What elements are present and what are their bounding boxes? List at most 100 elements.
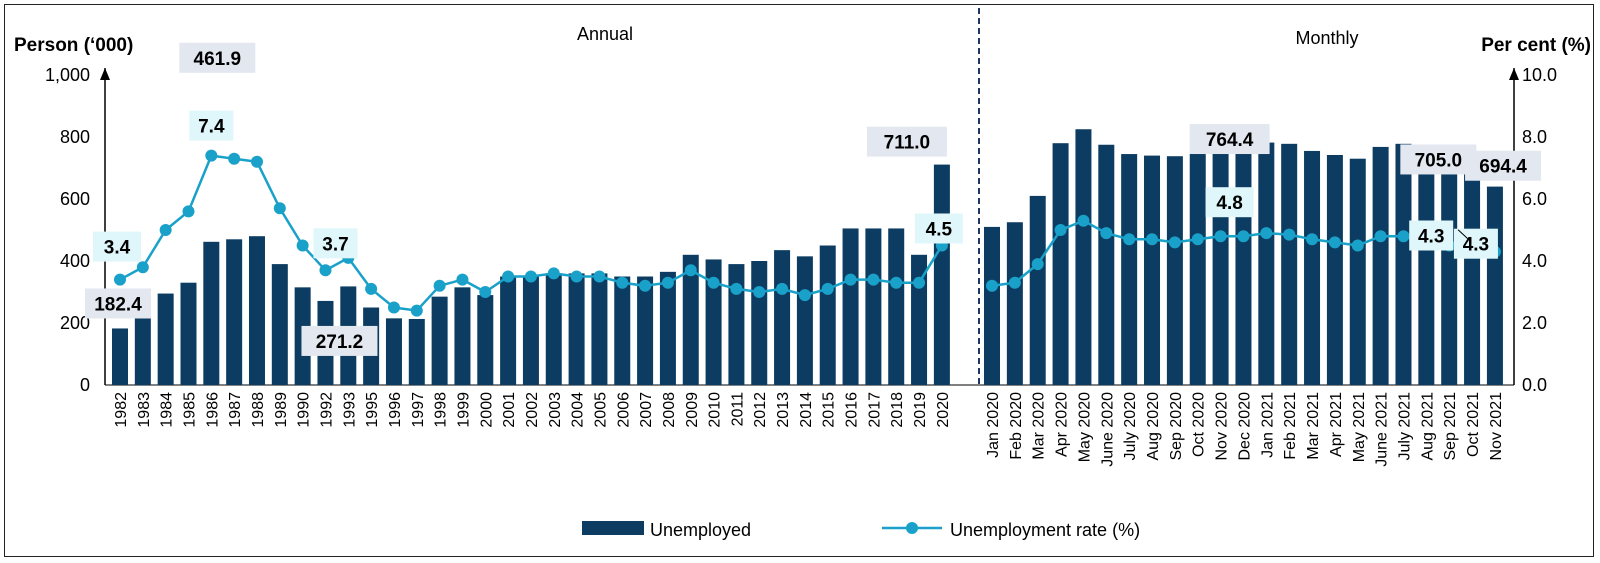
bar-annual	[933, 164, 950, 385]
rate-point-annual	[479, 286, 492, 298]
bar-annual	[522, 276, 539, 385]
rate-point-annual	[776, 282, 789, 295]
rate-point-annual	[821, 282, 834, 295]
bar-monthly	[1281, 143, 1298, 385]
bar-monthly	[1395, 143, 1412, 385]
bar-annual	[112, 328, 128, 385]
rate-point-monthly	[1031, 258, 1044, 271]
x-tick-label-monthly: Apr 2020	[1054, 392, 1071, 457]
rate-point-annual	[570, 270, 583, 283]
section-label-annual: Annual	[577, 24, 633, 44]
legend: Unemployed Unemployment rate (%)	[582, 520, 1140, 540]
rate-point-monthly	[1100, 227, 1113, 240]
rate-point-monthly	[1054, 224, 1067, 236]
rate-point-annual	[159, 224, 172, 236]
bar-monthly	[1326, 154, 1343, 385]
x-tick-label-monthly: May 2020	[1076, 392, 1093, 462]
x-tick-label-annual: 1995	[364, 392, 381, 428]
x-tick-label-annual: 2003	[547, 392, 564, 428]
bar-monthly	[1418, 166, 1435, 385]
data-label-bg	[85, 288, 151, 319]
x-tick-label-annual: 2011	[729, 392, 746, 427]
x-tick-label-monthly: Dec 2020	[1236, 392, 1253, 461]
data-label-leader	[1457, 229, 1472, 243]
bar-annual	[591, 273, 608, 385]
right-tick-label: 6.0	[1522, 189, 1547, 209]
rate-point-annual	[661, 276, 674, 289]
data-label: 3.4	[104, 238, 131, 259]
bar-annual	[911, 254, 928, 385]
bar-annual	[134, 318, 151, 385]
bar-annual	[203, 241, 220, 385]
x-tick-label-annual: 2015	[821, 392, 838, 428]
x-tick-label-monthly: Feb 2021	[1282, 392, 1299, 460]
bar-annual	[157, 293, 174, 385]
x-tick-label-monthly: Mar 2021	[1305, 392, 1322, 460]
x-tick-label-annual: 1982	[113, 392, 130, 428]
x-tick-label-annual: 1997	[410, 392, 427, 428]
bar-monthly	[1441, 168, 1458, 385]
x-tick-label-annual: 1985	[181, 392, 198, 428]
bar-monthly	[1372, 146, 1389, 385]
bar-annual	[226, 239, 243, 385]
bar-monthly	[1464, 169, 1481, 385]
bar-monthly	[1258, 142, 1275, 385]
x-tick-label-annual: 2019	[912, 392, 929, 428]
x-tick-label-annual: 1998	[433, 392, 450, 428]
rate-point-monthly	[1397, 230, 1410, 243]
bar-monthly	[984, 226, 1000, 385]
rate-point-monthly	[1146, 233, 1159, 246]
x-tick-label-annual: 2018	[889, 392, 906, 428]
x-tick-label-monthly: Sep 2021	[1442, 392, 1459, 461]
bar-annual	[637, 276, 654, 385]
rate-point-monthly	[1283, 228, 1296, 241]
rate-point-monthly	[1191, 233, 1204, 246]
x-tick-label-monthly: Jan 2021	[1259, 392, 1276, 458]
bar-annual	[819, 245, 836, 385]
x-tick-label-annual: 1996	[387, 392, 404, 428]
x-tick-label-monthly: Sep 2020	[1168, 392, 1185, 461]
x-tick-label-monthly: Oct 2021	[1465, 392, 1482, 457]
bar-monthly	[1304, 150, 1321, 385]
bar-monthly	[1075, 129, 1092, 385]
data-label: 764.4	[1206, 130, 1254, 151]
x-tick-label-annual: 2005	[592, 392, 609, 428]
x-tick-label-annual: 2016	[844, 392, 861, 428]
right-tick-label: 4.0	[1522, 251, 1547, 271]
left-tick-label: 0	[80, 375, 90, 395]
rate-point-monthly	[1168, 236, 1181, 249]
data-label: 694.4	[1479, 157, 1527, 178]
rate-point-monthly	[1077, 214, 1090, 227]
bar-annual	[454, 287, 471, 385]
rate-point-annual	[365, 282, 378, 295]
left-axis-title: Person (‘000)	[14, 35, 133, 56]
data-label: 461.9	[194, 49, 242, 70]
rate-point-monthly	[1214, 230, 1227, 243]
rate-point-annual	[753, 286, 766, 298]
data-label: 182.4	[94, 294, 142, 315]
x-tick-label-annual: 1993	[341, 392, 358, 428]
rate-point-annual	[182, 205, 195, 218]
bar-annual	[271, 264, 288, 385]
x-tick-label-annual: 2001	[501, 392, 518, 428]
data-label-bg	[93, 231, 141, 262]
x-tick-label-annual: 2012	[752, 392, 769, 428]
left-tick-label: 200	[60, 313, 90, 333]
data-label-bg	[1400, 144, 1477, 175]
rate-point-monthly	[1237, 230, 1250, 243]
x-tick-label-annual: 2007	[638, 392, 655, 428]
rate-point-annual	[410, 304, 423, 317]
data-label-bg	[1453, 228, 1498, 259]
x-tick-label-annual: 1989	[273, 392, 290, 428]
rate-point-annual	[502, 270, 515, 283]
bar-monthly	[1006, 222, 1023, 385]
legend-label-bars: Unemployed	[650, 520, 751, 540]
rate-point-monthly	[1306, 233, 1319, 246]
bar-annual	[865, 228, 882, 385]
data-label-bg	[1409, 220, 1454, 251]
data-label-bg	[1189, 124, 1270, 155]
rate-point-annual	[228, 152, 241, 165]
data-label-bg	[179, 42, 256, 73]
rate-point-annual	[593, 270, 606, 283]
rate-point-annual	[616, 276, 629, 289]
